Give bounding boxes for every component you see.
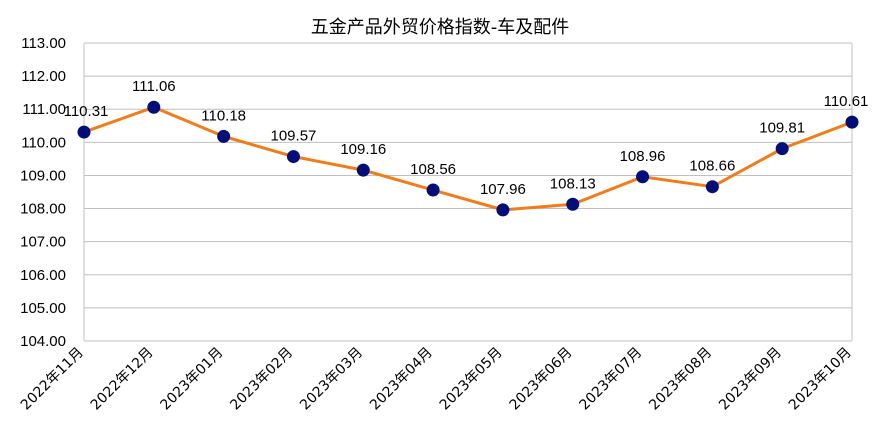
data-point-marker [147,100,161,114]
y-tick-label: 104.00 [20,333,66,350]
series-group: 110.31 111.06 110.18 109.57 109.16 108.56 107.… [64,78,869,217]
x-tick-label: 2023年05月 [437,345,506,414]
data-label: 111.06 [132,78,176,95]
data-label: 107.96 [480,181,526,198]
x-tick-label: 2023年10月 [786,345,855,414]
data-point-marker [217,129,231,143]
y-tick-label: 113.00 [21,35,66,52]
y-tick-label: 109.00 [20,167,66,184]
x-axis-ticks: 2022年11月 2022年12月 2023年01月 2023年02月 2023年03月… [18,345,855,414]
x-tick-label: 2023年07月 [576,345,645,414]
x-tick-label: 2022年11月 [18,345,87,414]
data-label: 108.13 [550,175,596,192]
data-point-marker [356,163,370,177]
x-tick-label: 2022年12月 [88,345,157,414]
y-tick-label: 106.00 [20,267,66,284]
data-label: 109.16 [340,141,386,158]
data-label: 109.57 [271,128,317,145]
y-tick-label: 112.00 [21,68,66,85]
data-label: 108.66 [689,158,735,175]
y-tick-label: 108.00 [20,201,66,218]
data-point-marker [496,203,510,217]
data-point-marker [77,125,91,139]
y-tick-label: 107.00 [20,234,66,251]
y-tick-label: 111.00 [22,101,66,118]
y-tick-label: 110.00 [21,134,66,151]
x-tick-label: 2023年03月 [297,345,366,414]
data-point-marker [705,180,719,194]
x-tick-label: 2023年06月 [507,345,576,414]
data-label: 109.81 [759,120,805,137]
data-label: 110.31 [64,103,109,120]
data-label: 110.18 [201,107,246,124]
data-point-marker [566,197,580,211]
data-point-marker [426,183,440,197]
y-tick-label: 105.00 [20,300,66,317]
data-label: 110.61 [824,93,869,110]
data-point-marker [845,115,859,129]
data-label: 108.96 [620,148,666,165]
x-tick-label: 2023年09月 [716,345,785,414]
grid [83,42,853,342]
x-tick-label: 2023年02月 [227,345,296,414]
series-line [83,105,853,212]
x-tick-label: 2023年08月 [646,345,715,414]
data-point-marker [775,142,789,156]
data-point-marker [636,170,650,184]
chart-title: 五金产品外贸价格指数-车及配件 [311,17,570,38]
y-axis-ticks: 104.00 105.00 106.00 107.00 108.00 109.00 110.… [20,35,66,350]
data-label: 108.56 [410,161,456,178]
data-point-marker [286,150,300,164]
x-tick-label: 2023年04月 [367,345,436,414]
x-tick-label: 2023年01月 [158,345,227,414]
